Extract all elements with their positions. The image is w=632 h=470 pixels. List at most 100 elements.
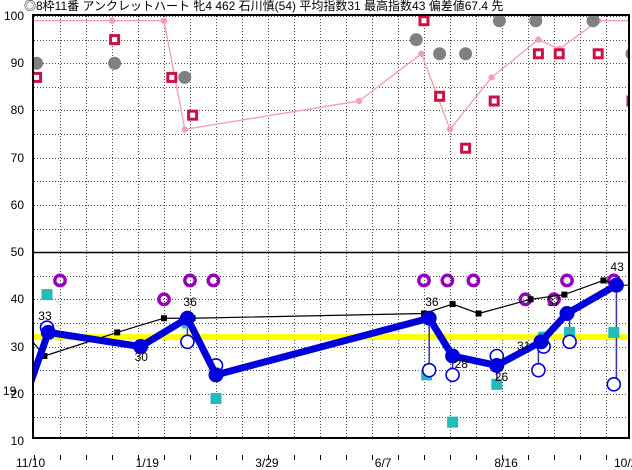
x-axis-tick [112, 455, 113, 460]
data-point-marker [433, 47, 447, 61]
data-point-marker [187, 109, 199, 121]
data-point-marker [600, 277, 607, 284]
data-value-label: 30 [134, 349, 148, 364]
data-point-marker [492, 16, 506, 28]
x-axis-tick [268, 455, 269, 460]
y-axis-tick-label: 100 [3, 9, 24, 23]
data-point-marker [355, 97, 363, 105]
data-point-marker [179, 310, 195, 326]
y-axis-tick-label: 90 [10, 56, 24, 71]
data-point-marker [561, 291, 568, 298]
data-point-marker [109, 34, 121, 46]
data-point-marker [183, 273, 197, 288]
data-point-marker [459, 47, 473, 61]
x-axis-tick [86, 455, 87, 460]
x-axis-tick [606, 455, 607, 460]
data-value-label: 33 [38, 309, 52, 324]
x-axis-tick-label: 10/25 [614, 456, 632, 470]
series-layer [34, 16, 628, 428]
y-axis-tick-label: 20 [10, 386, 24, 401]
data-point-marker [466, 273, 481, 288]
data-value-label: 37 [547, 294, 561, 309]
data-value-label: 36 [425, 295, 439, 310]
data-point-marker [625, 48, 628, 59]
data-point-marker [421, 310, 437, 326]
plot-area: 100 90 80 70 60 50 40 30 20 10 11/10 1/19 3/29 6/7 8/… [3, 10, 632, 469]
data-point-marker [488, 74, 495, 81]
data-point-marker [447, 416, 459, 428]
y-axis-tick-label: 40 [10, 292, 24, 307]
x-axis-tick [60, 455, 61, 460]
data-point-marker [527, 296, 534, 303]
x-axis-tick [372, 455, 373, 460]
plot-inner [34, 16, 628, 437]
data-point-marker [114, 329, 121, 336]
y-axis-tick-label: 50 [10, 245, 24, 260]
x-axis-tick [450, 455, 451, 460]
data-point-marker [41, 353, 48, 359]
y-axis-tick-label: 30 [10, 339, 24, 354]
data-point-marker [488, 95, 500, 107]
chart-title: ◎8枠11番 アンクレットハート 牝4 462 石川慎(54) 平均指数31 最… [24, 0, 504, 13]
data-point-marker [208, 367, 224, 383]
data-point-marker [449, 301, 456, 308]
data-point-marker [559, 306, 575, 321]
data-point-marker [491, 378, 503, 390]
x-axis-tick-label: 3/29 [255, 456, 279, 470]
data-point-marker [181, 126, 188, 133]
x-axis-tick-label: 1/19 [135, 456, 159, 470]
x-axis-tick [346, 455, 347, 460]
data-point-marker [180, 334, 195, 350]
x-axis-tick [164, 455, 165, 460]
data-point-marker [586, 16, 600, 28]
data-point-marker [34, 56, 44, 70]
data-point-marker [608, 326, 620, 338]
data-point-marker [178, 70, 192, 84]
data-point-marker [564, 326, 576, 338]
data-point-marker [592, 48, 604, 60]
x-axis-tick [320, 455, 321, 460]
x-axis-tick [424, 455, 425, 460]
x-axis-tick [294, 455, 295, 460]
data-point-marker [434, 90, 446, 102]
x-axis-tick-label: 6/7 [374, 456, 392, 470]
x-axis-tick [242, 455, 243, 460]
data-point-marker [421, 362, 437, 378]
data-point-marker [53, 273, 67, 288]
data-point-marker [133, 339, 149, 355]
data-point-marker [445, 367, 460, 383]
y-axis-tick-label: 60 [10, 197, 24, 212]
data-point-marker [108, 56, 122, 70]
data-point-marker [210, 393, 222, 404]
x-axis-tick-label: 11/10 [16, 456, 46, 470]
data-point-marker [206, 273, 221, 288]
data-value-label: 28 [454, 357, 468, 371]
data-value-label: 31 [517, 338, 531, 353]
data-point-marker [531, 362, 546, 378]
data-point-marker [418, 50, 425, 57]
data-point-marker [40, 324, 56, 340]
x-axis-tick [190, 455, 191, 460]
data-point-marker [535, 36, 542, 43]
data-point-marker [34, 71, 43, 83]
data-point-marker [409, 33, 423, 47]
y-axis-tick-label: 80 [10, 103, 24, 118]
x-axis-tick [476, 455, 477, 460]
x-axis-tick [138, 455, 139, 460]
data-point-marker [108, 17, 116, 24]
data-point-marker [475, 310, 482, 317]
data-point-marker [533, 334, 549, 350]
data-value-label: 26 [494, 370, 509, 385]
x-axis-tick-label: 8/16 [494, 456, 518, 470]
data-point-marker [489, 357, 505, 373]
data-point-marker [560, 273, 574, 288]
data-point-marker [417, 273, 431, 288]
data-point-marker [553, 48, 565, 60]
x-axis-tick [34, 455, 35, 460]
x-axis-tick [528, 455, 529, 460]
data-point-marker [529, 16, 543, 28]
x-axis-tick [398, 455, 399, 460]
data-point-marker [606, 377, 622, 392]
data-point-marker [161, 315, 167, 322]
